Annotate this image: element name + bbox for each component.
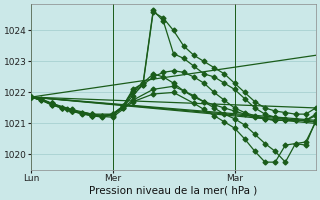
X-axis label: Pression niveau de la mer( hPa ): Pression niveau de la mer( hPa ) bbox=[89, 186, 258, 196]
